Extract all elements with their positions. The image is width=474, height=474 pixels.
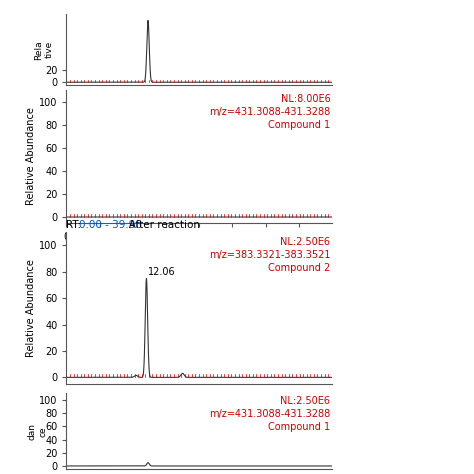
Y-axis label: dan
ce: dan ce [28,423,47,440]
Y-axis label: Relative Abundance: Relative Abundance [26,108,36,205]
Text: 12.06: 12.06 [148,267,175,277]
X-axis label: Time (min): Time (min) [173,247,226,257]
Text: RT:: RT: [66,220,82,230]
Y-axis label: Rela
tive: Rela tive [34,40,53,60]
Text: NL:2.50E6
m/z=383.3321-383.3521
Compound 2: NL:2.50E6 m/z=383.3321-383.3521 Compound… [209,237,330,273]
Text: After reaction: After reaction [119,220,201,230]
Text: NL:8.00E6
m/z=431.3088-431.3288
Compound 1: NL:8.00E6 m/z=431.3088-431.3288 Compound… [209,94,330,130]
Y-axis label: Relative Abundance: Relative Abundance [26,259,36,357]
Text: 0.00 - 39.98: 0.00 - 39.98 [79,220,142,230]
Text: NL:2.50E6
m/z=431.3088-431.3288
Compound 1: NL:2.50E6 m/z=431.3088-431.3288 Compound… [209,396,330,432]
